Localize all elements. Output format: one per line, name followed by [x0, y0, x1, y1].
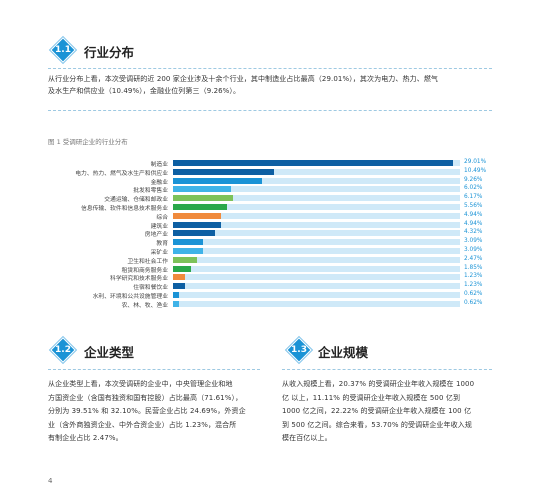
bar [173, 160, 453, 166]
bar [173, 265, 191, 272]
bar [173, 248, 203, 254]
bar [173, 292, 179, 298]
value-label: 5.56% [464, 203, 483, 209]
bar [173, 195, 233, 202]
value-label: 10.49% [464, 167, 487, 174]
bar-track [173, 168, 460, 175]
bar-track [173, 239, 460, 246]
bar-track [173, 230, 460, 237]
figure-caption: 图 1 受调研企业的行业分布 [48, 138, 128, 146]
scale-line: 亿 以上，11.11% 的受调研企业年收入规模在 500 亿到 [282, 393, 461, 402]
type-line: 有制企业占比 2.47%。 [48, 434, 123, 442]
value-label: 0.62% [464, 299, 483, 306]
value-label: 4.94% [464, 211, 483, 218]
bar-track [173, 274, 460, 281]
category-label: 农、林、牧、渔业 [121, 302, 168, 309]
category-label: 综合 [156, 214, 168, 221]
intro-paragraph: 从行业分布上看，本次受调研的近 200 家企业涉及十余个行业，其中制造业占比最高… [48, 73, 494, 97]
scale-paragraph: 从收入规模上看，20.37% 的受调研企业年收入规模在 1000 亿 以上，11… [282, 378, 496, 446]
scale-line: 到 500 亿之间。综合来看，53.70% 的受调研企业年收入规 [282, 420, 472, 429]
scale-line: 从收入规模上看，20.37% 的受调研企业年收入规模在 1000 [282, 380, 475, 388]
section-1-3-title: 企业规模 [318, 345, 369, 360]
category-label: 采矿业 [150, 250, 168, 256]
scale-line: 模在百亿以上。 [282, 434, 332, 442]
value-label: 4.32% [464, 229, 483, 236]
category-label: 建筑业 [150, 223, 168, 230]
bar [173, 283, 185, 290]
category-label: 租赁和商务服务业 [121, 267, 168, 274]
bar-track [173, 300, 460, 307]
bar-track [173, 283, 460, 290]
intro-line: 从行业分布上看，本次受调研的近 200 家企业涉及十余个行业，其中制造业占比最高… [48, 75, 438, 83]
value-label: 9.26% [464, 176, 483, 183]
value-label: 29.01% [464, 159, 487, 165]
section-1-1-top-rule [48, 68, 492, 69]
page-number: 4 [48, 477, 53, 485]
category-label: 教育 [156, 241, 168, 248]
bar-track [173, 248, 460, 254]
section-1-3-rule [282, 369, 492, 370]
category-label: 信息传输、软件和信息技术服务业 [81, 206, 168, 212]
bar-track [173, 221, 460, 228]
section-1-1-bottom-rule [48, 110, 492, 111]
type-line: 方国资企业（含国有独资和国有控股）占比最高（71.61%）， [48, 393, 243, 402]
bar-track [173, 212, 460, 219]
bar-track [173, 256, 460, 263]
scale-line: 1000 亿之间，22.22% 的受调研企业年收入规模在 100 亿 [282, 407, 472, 415]
value-label: 6.17% [464, 194, 483, 201]
value-label: 6.02% [464, 185, 483, 192]
bar [173, 230, 215, 237]
section-1-2-number: 1.2 [55, 345, 71, 355]
value-label: 0.62% [464, 291, 483, 297]
bar [173, 256, 197, 263]
category-label: 批发和零售业 [133, 188, 168, 195]
type-line: 从企业类型上看，本次受调研的企业中，中央管理企业和地 [48, 380, 233, 388]
value-label: 4.94% [464, 220, 483, 227]
section-1-2-rule [48, 369, 260, 370]
category-label: 水利、环境和公共设施管理业 [92, 294, 168, 300]
value-label: 3.09% [464, 247, 483, 253]
bar-track [173, 186, 460, 193]
value-label: 3.09% [464, 238, 483, 245]
bar [173, 177, 263, 184]
type-line: 业（含外商独资企业、中外合资企业）占比 1.23%，混合所 [48, 420, 237, 429]
section-1-3-number: 1.3 [291, 345, 307, 355]
bar [173, 204, 227, 210]
category-label: 制造业 [150, 162, 168, 168]
bar-track [173, 292, 460, 298]
type-line: 分别为 39.51% 和 32.10%。民营企业占比 24.69%，外资企 [48, 407, 246, 415]
section-1-1-title: 行业分布 [84, 45, 135, 60]
bar [173, 221, 221, 228]
value-label: 1.23% [464, 273, 483, 280]
type-paragraph: 从企业类型上看，本次受调研的企业中，中央管理企业和地 方国资企业（含国有独资和国… [48, 378, 264, 446]
section-1-2-badge: 1.2 [48, 335, 78, 365]
category-label: 住宿和餐饮业 [133, 285, 168, 292]
bar [173, 186, 232, 193]
section-1-2-title: 企业类型 [84, 345, 135, 360]
intro-line: 及水生产和供应业（10.49%），金融业位列第三（9.26%）。 [48, 87, 241, 95]
bar [173, 239, 203, 246]
bar [173, 212, 221, 219]
section-1-1-number: 1.1 [55, 45, 71, 55]
bar-track [173, 195, 460, 202]
bar-track [173, 265, 460, 272]
category-label: 金融业 [150, 179, 168, 186]
category-label: 房地产业 [144, 232, 168, 239]
bar [173, 274, 185, 281]
section-1-3-badge: 1.3 [284, 335, 314, 365]
bar [173, 300, 179, 307]
category-label: 电力、热力、燃气及水生产和供应业 [75, 170, 168, 177]
value-label: 1.85% [464, 264, 483, 271]
bar [173, 168, 275, 175]
bar-track [173, 204, 460, 210]
category-label: 交通运输、仓储和邮政业 [104, 197, 168, 204]
category-label: 卫生和社会工作 [127, 258, 168, 265]
value-label: 2.47% [464, 255, 483, 262]
category-label: 科学研究和技术服务业 [110, 276, 168, 283]
section-1-1-badge: 1.1 [48, 35, 78, 65]
value-label: 1.23% [464, 282, 483, 289]
bar-track [173, 177, 460, 184]
